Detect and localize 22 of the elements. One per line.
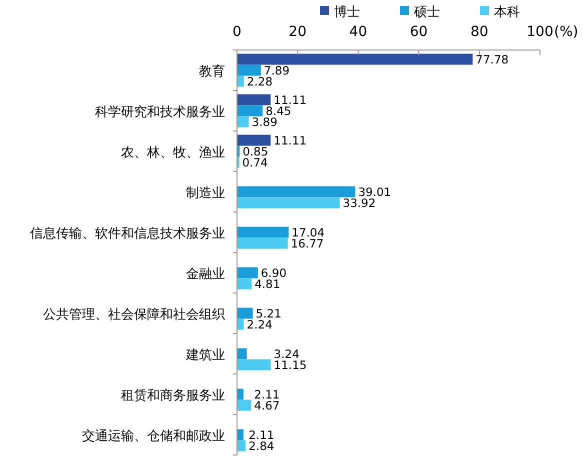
x-axis-title: (%): [554, 24, 578, 40]
x-tick-label: 80: [470, 24, 488, 40]
x-tick-label: 60: [410, 24, 428, 40]
y-tick-label: 建筑业: [185, 348, 225, 363]
legend-label: 本科: [494, 5, 520, 20]
data-label: 77.78: [476, 52, 509, 66]
y-tick-label: 农、林、牧、渔业: [121, 145, 225, 160]
data-label: 11.11: [274, 133, 307, 148]
legend-label: 硕士: [413, 5, 440, 20]
x-tick-label: 20: [288, 24, 307, 40]
y-tick-label: 科学研究和技术服务业: [95, 104, 225, 120]
y-tick-label: 交通运输、仓储和邮政业: [82, 428, 225, 444]
y-tick-label: 制造业: [186, 186, 225, 201]
y-tick-label: 信息传输、软件和信息技术服务业: [30, 226, 225, 242]
legend-label: 博士: [334, 5, 360, 20]
y-tick-label: 租赁和商务服务业: [121, 388, 225, 404]
x-tick-label: 40: [349, 24, 368, 40]
y-tick-label: 公共管理、社会保障和社会组织: [43, 307, 225, 322]
y-tick-label: 金融业: [186, 266, 225, 282]
y-tick-label: 教育: [199, 63, 225, 80]
x-tick-label: 100: [526, 24, 554, 40]
x-tick-label: 0: [232, 24, 242, 40]
